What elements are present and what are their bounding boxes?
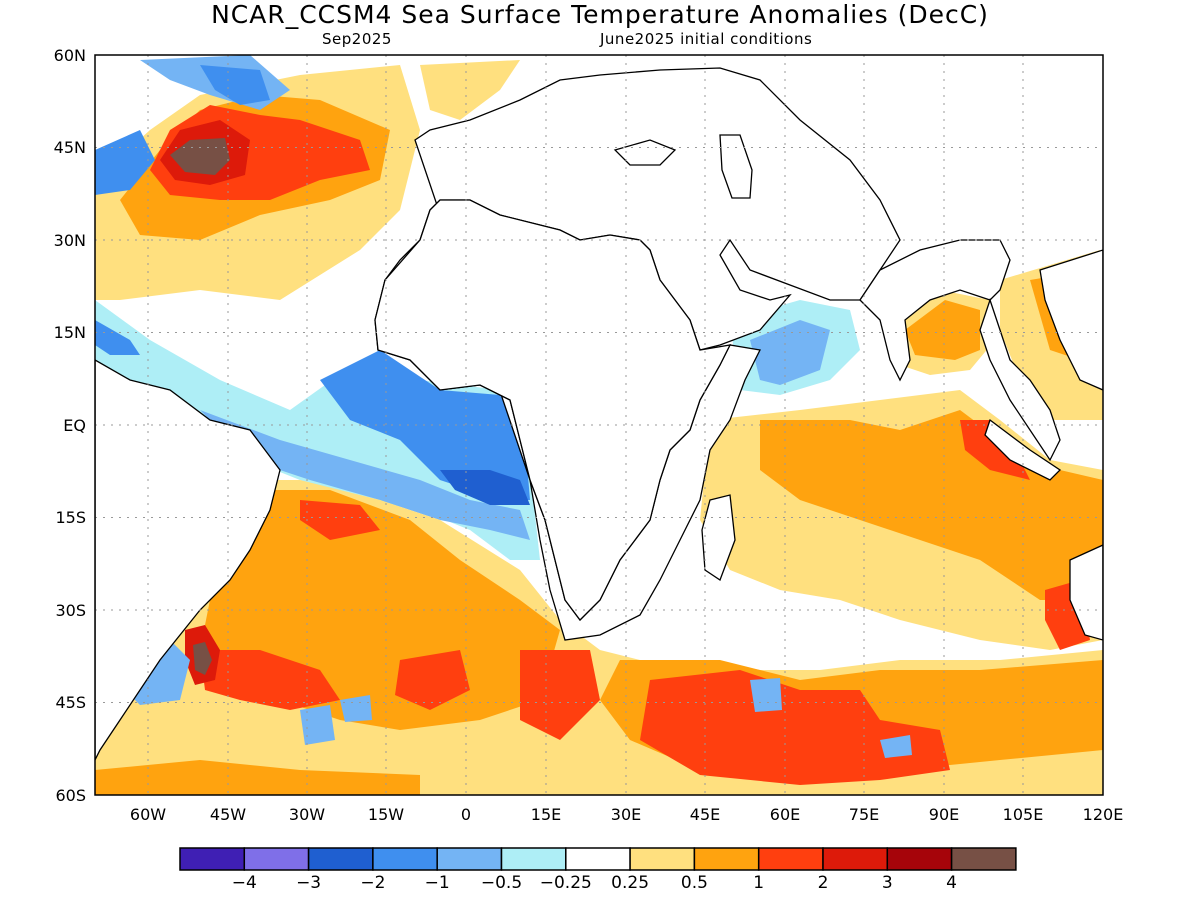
- lat-label: EQ: [63, 416, 86, 435]
- colorbar-swatch: [629, 847, 696, 871]
- lat-label: 30S: [55, 601, 86, 620]
- lon-label: 15W: [368, 805, 404, 824]
- lon-label: 45E: [690, 805, 720, 824]
- colorbar-label: −0.5: [481, 873, 522, 893]
- longitude-axis: 60W 45W 30W 15W 0 15E 30E 45E 60E 75E 90…: [130, 805, 1123, 824]
- colorbar-label: −3: [296, 873, 321, 893]
- lat-label: 15S: [55, 508, 86, 527]
- colorbar-swatch: [179, 847, 246, 871]
- lon-label: 45W: [210, 805, 246, 824]
- colorbar-swatch: [372, 847, 438, 871]
- colorbar-label: 3: [882, 873, 893, 893]
- lon-label: 105E: [1003, 805, 1044, 824]
- colorbar: −4 −3 −2 −1 −0.5 −0.25 0.25 0.5 1 2 3 4: [179, 847, 1017, 893]
- colorbar-swatch: [822, 847, 889, 871]
- colorbar-swatch: [693, 847, 760, 871]
- colorbar-swatch: [500, 847, 567, 871]
- lon-label: 75E: [849, 805, 879, 824]
- land-masses: [95, 67, 1103, 761]
- colorbar-label: 0.5: [681, 873, 708, 893]
- colorbar-swatch: [757, 847, 824, 871]
- lat-label: 45S: [55, 693, 86, 712]
- init-conditions-label: June2025 initial conditions: [600, 30, 813, 48]
- colorbar-label: 0.25: [611, 873, 649, 893]
- lon-label: 60E: [770, 805, 800, 824]
- lon-label: 60W: [130, 805, 166, 824]
- colorbar-swatch: [243, 847, 310, 871]
- colorbar-swatch: [950, 847, 1017, 871]
- lon-label: 90E: [929, 805, 959, 824]
- lon-label: 15E: [531, 805, 561, 824]
- colorbar-label: −4: [232, 873, 257, 893]
- graticule: [95, 55, 1103, 795]
- lon-label: 0: [461, 805, 471, 824]
- lon-label: 30E: [611, 805, 641, 824]
- valid-month-label: Sep2025: [322, 30, 392, 48]
- map-title: NCAR_CCSM4 Sea Surface Temperature Anoma…: [211, 0, 989, 29]
- lat-label: 45N: [54, 138, 86, 157]
- colorbar-swatch: [565, 847, 631, 871]
- colorbar-label: 1: [753, 873, 764, 893]
- colorbar-label: −0.25: [540, 873, 592, 893]
- plot-frame: [94, 54, 1104, 796]
- lat-label: 60N: [54, 46, 86, 65]
- lat-label: 15N: [54, 323, 86, 342]
- colorbar-swatch: [436, 847, 503, 871]
- colorbar-label: 4: [946, 873, 957, 893]
- latitude-axis: 60N 45N 30N 15N EQ 15S 30S 45S 60S: [54, 46, 86, 805]
- colorbar-swatch: [886, 847, 953, 871]
- lat-label: 60S: [55, 786, 86, 805]
- colorbar-label: 2: [818, 873, 829, 893]
- colorbar-swatch: [307, 847, 374, 871]
- lat-label: 30N: [54, 231, 86, 250]
- lon-label: 30W: [289, 805, 325, 824]
- colorbar-label: −1: [425, 873, 450, 893]
- lon-label: 120E: [1083, 805, 1124, 824]
- colorbar-label: −2: [360, 873, 385, 893]
